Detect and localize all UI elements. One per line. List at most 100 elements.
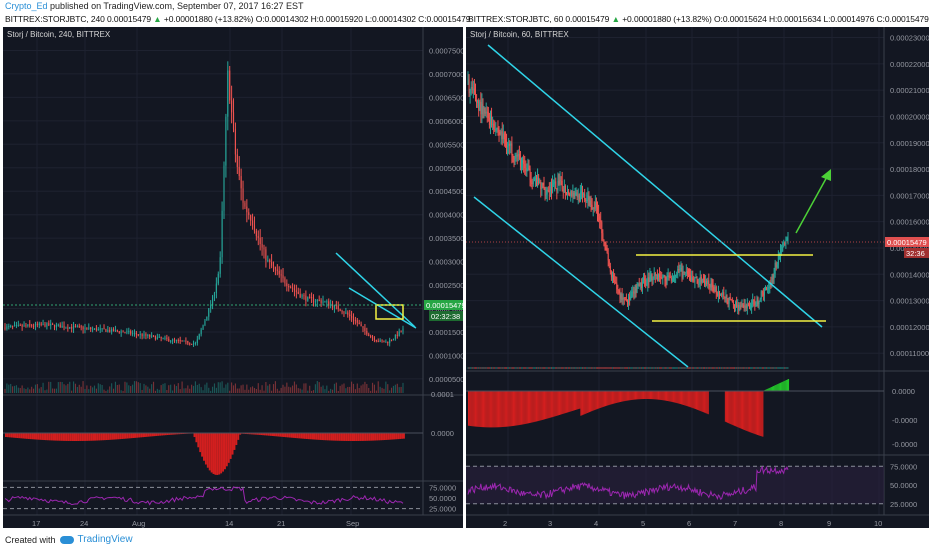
volume-bar (99, 384, 101, 393)
candle-body (512, 155, 514, 158)
candle-body (65, 327, 67, 329)
author-link[interactable]: Crypto_Ed (5, 1, 48, 11)
candle-body (377, 340, 379, 342)
macd-bar (707, 391, 709, 415)
macd-axis-label: -0.0000 (892, 416, 917, 425)
macd-bar (656, 391, 658, 400)
macd-bar (12, 433, 15, 438)
candle-body (351, 315, 353, 319)
volume-bar (695, 367, 697, 369)
macd-bar (374, 433, 377, 441)
macd-bar (50, 433, 53, 441)
candle-body (753, 300, 755, 302)
macd-bar (580, 391, 582, 416)
right-chart-svg[interactable]: 0.000230000.000220000.000210000.00020000… (466, 27, 929, 528)
candle-body (143, 334, 145, 337)
macd-bar (631, 391, 633, 400)
candle-body (103, 328, 105, 330)
volume-bar (173, 384, 176, 393)
macd-bar (575, 391, 577, 410)
candle-body (387, 341, 389, 344)
candle-body (280, 274, 282, 276)
volume-bar (676, 367, 678, 369)
volume-bar (215, 387, 217, 393)
volume-bar (710, 367, 712, 369)
candle-body (240, 176, 242, 189)
macd-bar (166, 433, 169, 436)
volume-bar (774, 367, 776, 369)
candle-body (525, 168, 527, 172)
macd-bar (170, 433, 173, 435)
candle-body (623, 297, 625, 300)
macd-bar (590, 391, 592, 412)
macd-bar (484, 391, 486, 428)
macd-bar (161, 433, 164, 436)
volume-bar (468, 367, 470, 369)
candle-body (656, 274, 658, 280)
candle-body (584, 193, 586, 200)
candle-body (760, 291, 762, 300)
candle-body (314, 301, 316, 303)
volume-bar (760, 367, 762, 369)
right-chart[interactable]: 0.00023000 0.00022000 0.00021000 0.00020000… (466, 27, 929, 528)
candle-body (598, 213, 600, 217)
volume-bar (322, 385, 324, 393)
volume-bar (86, 385, 88, 393)
volume-bar (234, 383, 236, 393)
macd-bar (698, 391, 700, 411)
candle-body (326, 301, 328, 303)
macd-bar (252, 433, 255, 435)
volume-bar (629, 367, 631, 369)
candle-body (573, 192, 575, 198)
candle-body (160, 336, 162, 339)
left-chart[interactable]: 0.000750000.000700000.000650000.00060000… (3, 27, 463, 528)
volume-bar (567, 367, 569, 369)
candle-body (400, 331, 402, 333)
macd-bar (273, 433, 276, 437)
volume-bar (471, 367, 473, 369)
volume-bar (71, 390, 73, 393)
candle-body (391, 339, 393, 341)
macd-bar (621, 391, 623, 402)
volume-bar (604, 367, 606, 369)
candle-body (606, 247, 608, 254)
volume-bar (326, 385, 328, 393)
candle-body (769, 282, 771, 287)
volume-bar (10, 383, 12, 393)
macd-bar (653, 391, 655, 400)
footer-brand[interactable]: TradingView (77, 534, 133, 545)
volume-bar (21, 385, 23, 393)
candle-body (92, 328, 94, 330)
macd-bar (645, 391, 647, 400)
macd-bar (163, 433, 165, 436)
volume-bar (59, 381, 61, 393)
volume-bar (671, 367, 673, 369)
macd-bar (349, 433, 352, 441)
macd-bar (144, 433, 146, 437)
candle-body (111, 329, 113, 332)
left-chart-svg[interactable]: 0.000750000.000700000.000650000.00060000… (3, 27, 463, 528)
y-tick-label: 0.00013000 (890, 297, 929, 306)
volume-bar (682, 367, 684, 369)
macd-bar (357, 433, 360, 441)
candle-body (221, 210, 223, 258)
candle-body (739, 305, 741, 311)
candle-body (53, 324, 56, 328)
candle-body (724, 296, 726, 299)
macd-bar (747, 391, 749, 432)
macd-bar (570, 391, 572, 412)
candle-body (605, 247, 607, 249)
x-tick-label: Aug (132, 519, 145, 528)
candle-body (609, 266, 611, 272)
volume-bar (50, 381, 52, 393)
volume-bar (525, 367, 527, 369)
volume-bar (124, 381, 126, 393)
candle-body (547, 189, 549, 191)
macd-bar (478, 391, 480, 427)
candle-body (553, 183, 555, 185)
candle-body (204, 320, 206, 326)
